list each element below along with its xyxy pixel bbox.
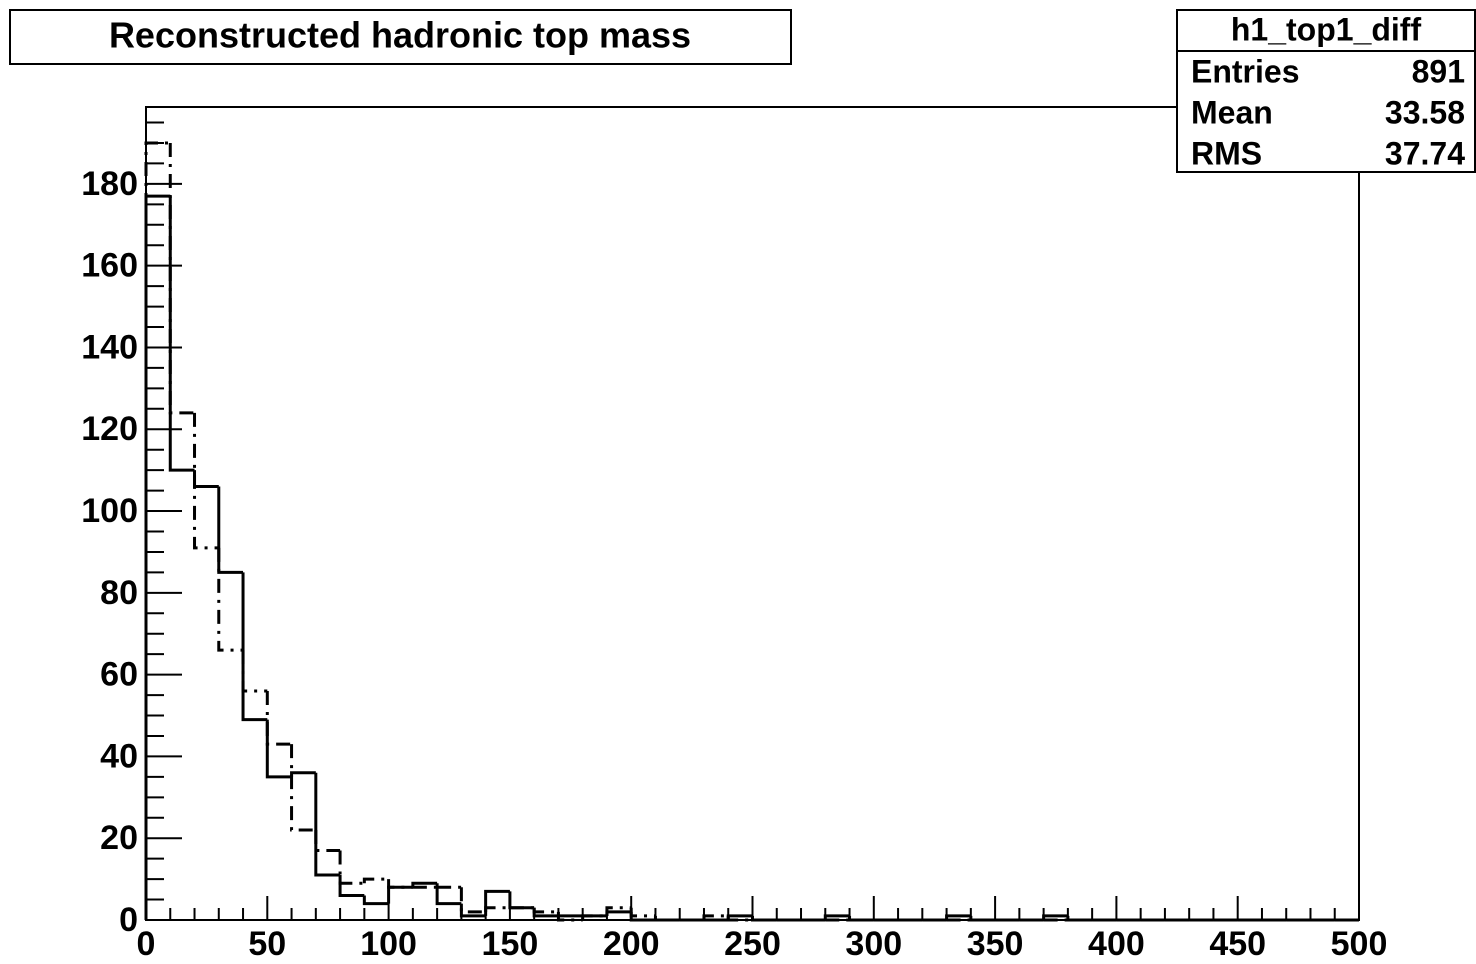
histogram-bin <box>290 744 316 832</box>
x-tick-label: 350 <box>967 925 1024 963</box>
stats-title: h1_top1_diff <box>1231 11 1422 47</box>
y-tick-label: 180 <box>81 165 138 203</box>
stats-value: 37.74 <box>1385 135 1465 171</box>
stats-label: Entries <box>1191 53 1299 89</box>
histogram-bin <box>459 903 486 918</box>
histogram-bin <box>314 830 341 852</box>
y-tick-label: 160 <box>81 247 138 285</box>
histogram-bin <box>484 906 510 912</box>
y-tick-label: 0 <box>119 901 138 939</box>
histogram-bin <box>168 196 195 472</box>
histogram-bin <box>168 142 195 415</box>
histogram-bin <box>144 194 171 920</box>
histogram-bin <box>241 650 268 693</box>
x-tick-label: 400 <box>1088 925 1145 963</box>
y-tick-label: 120 <box>81 410 138 448</box>
histogram-bin <box>314 772 341 877</box>
y-tick-label: 80 <box>100 574 138 612</box>
x-tick-label: 50 <box>248 925 286 963</box>
x-tick-label: 0 <box>137 925 156 963</box>
chart-title: Reconstructed hadronic top mass <box>109 15 691 56</box>
x-tick-label: 500 <box>1331 925 1388 963</box>
stats-box <box>1176 9 1476 173</box>
histogram-bin <box>193 412 219 550</box>
histogram-bin <box>193 470 219 489</box>
histogram-bin <box>338 850 365 885</box>
histogram-bin <box>362 895 389 906</box>
histogram-bin <box>241 572 268 722</box>
x-tick-label: 450 <box>1209 925 1266 963</box>
histogram-bin <box>387 879 413 889</box>
stats-label: RMS <box>1191 135 1262 171</box>
y-tick-label: 40 <box>100 737 138 775</box>
histogram-bin <box>217 547 244 652</box>
histogram-bin <box>435 883 462 906</box>
plot-frame <box>145 106 1360 921</box>
histogram-bin <box>508 891 535 910</box>
stats-label: Mean <box>1191 94 1273 130</box>
histogram-bin <box>265 719 292 779</box>
histogram-bin <box>387 885 413 904</box>
histogram-bin <box>290 771 316 777</box>
histogram-bin <box>338 875 365 897</box>
histogram-bin <box>362 877 389 884</box>
y-tick-label: 20 <box>100 819 138 857</box>
y-tick-label: 60 <box>100 656 138 694</box>
x-tick-label: 100 <box>360 925 417 963</box>
histogram-bin <box>265 690 292 746</box>
y-tick-label: 100 <box>81 492 138 530</box>
histogram-bin <box>532 907 559 914</box>
histogram-bin <box>217 486 244 574</box>
histogram-bin <box>484 889 510 916</box>
histogram-bin <box>605 910 632 916</box>
y-tick-label: 140 <box>81 328 138 366</box>
x-tick-label: 150 <box>482 925 539 963</box>
stats-value: 33.58 <box>1385 94 1465 130</box>
histogram-bin <box>459 887 486 914</box>
stats-value: 891 <box>1412 53 1465 89</box>
x-tick-label: 250 <box>724 925 781 963</box>
x-tick-label: 200 <box>603 925 660 963</box>
histogram-bin <box>629 907 656 918</box>
title-box <box>9 9 792 65</box>
x-tick-label: 300 <box>845 925 902 963</box>
